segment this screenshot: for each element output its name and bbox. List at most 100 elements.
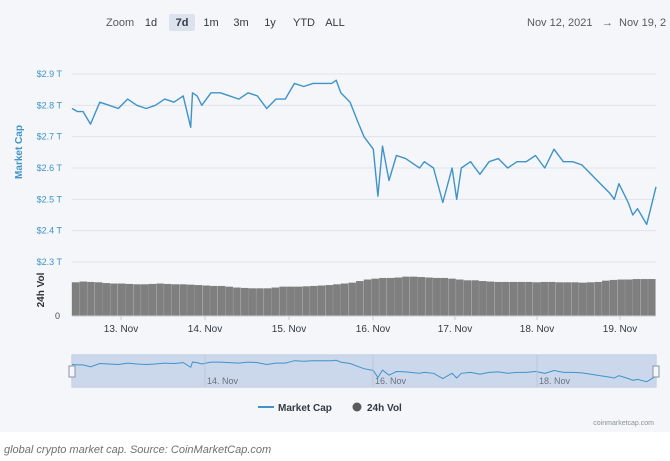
image-caption: global crypto market cap. Source: CoinMa…: [4, 444, 272, 456]
zoom-button-label: 7d: [176, 17, 189, 29]
zoom-button-1y[interactable]: 1y: [264, 17, 276, 29]
zoom-button-highlight: [169, 14, 195, 31]
volume-bar: [486, 281, 495, 317]
volume-bar: [225, 286, 233, 317]
volume-bar: [555, 282, 564, 317]
volume-bar: [271, 287, 280, 317]
volume-bar: [148, 283, 157, 317]
volume-bar: [425, 277, 433, 317]
volume-bar: [79, 281, 87, 317]
zoom-button-7d[interactable]: 7d: [169, 14, 195, 31]
x-tick-label: 18. Nov: [520, 324, 554, 335]
navigator-handle-right[interactable]: [652, 365, 660, 378]
legend-item-market-cap[interactable]: Market Cap: [278, 403, 332, 414]
volume-bar: [179, 284, 187, 317]
volume-bar: [502, 281, 510, 317]
volume-bar: [171, 284, 180, 317]
y-axis-title-market-cap: Market Cap: [14, 125, 25, 179]
volume-bar: [402, 276, 410, 317]
volume-bar: [302, 286, 310, 317]
zoom-button-3m[interactable]: 3m: [233, 17, 248, 29]
zoom-button-1d[interactable]: 1d: [145, 17, 157, 29]
y-tick-label: $2.7 T: [37, 132, 63, 142]
date-from[interactable]: Nov 12, 2021: [527, 17, 592, 29]
y-axis-title-volume: 24h Vol: [36, 272, 47, 307]
volume-bar: [325, 285, 333, 317]
volume-bar: [525, 281, 533, 317]
volume-bar: [356, 281, 364, 317]
volume-bar: [479, 281, 487, 317]
volume-bar: [333, 284, 341, 317]
volume-bar: [602, 280, 610, 317]
volume-bar: [571, 282, 579, 317]
volume-bar: [71, 282, 80, 317]
zoom-buttons: 1d 7d 1m 3m 1y YTD ALL: [145, 14, 345, 31]
market-cap-line: [71, 79, 657, 226]
volume-bar: [563, 282, 572, 317]
volume-bar: [440, 277, 449, 317]
zoom-button-label: 1d: [145, 17, 157, 29]
zoom-button-label: ALL: [325, 17, 345, 29]
x-tick-label: 19. Nov: [603, 324, 637, 335]
zoom-button-all[interactable]: ALL: [325, 17, 345, 29]
zoom-label: Zoom: [106, 17, 134, 29]
volume-bar: [217, 285, 226, 317]
volume-bar: [256, 288, 264, 317]
x-tick-label: 17. Nov: [438, 324, 472, 335]
volume-bar: [394, 277, 402, 317]
date-arrow-icon: →: [602, 17, 613, 29]
volume-bar: [386, 277, 395, 317]
volume-bar: [617, 279, 625, 317]
volume-bar: [532, 282, 541, 317]
navigator-handle-left[interactable]: [68, 365, 76, 378]
volume-bar: [640, 279, 648, 317]
volume-bar: [648, 279, 656, 317]
navigator-tick-label: 14. Nov: [207, 376, 239, 386]
y-tick-label: $2.6 T: [37, 163, 63, 173]
zoom-button-ytd[interactable]: YTD: [293, 17, 315, 29]
volume-bar: [210, 285, 218, 317]
navigator[interactable]: 14. Nov 16. Nov 18. Nov: [68, 354, 660, 388]
volume-bar: [586, 282, 595, 317]
volume-bar: [317, 285, 326, 317]
volume-bar: [279, 286, 287, 317]
volume-bar: [494, 281, 502, 317]
volume-bar: [471, 280, 479, 317]
x-axis-ticks: 13. Nov 14. Nov 15. Nov 16. Nov 17. Nov 18. N…: [104, 316, 637, 335]
x-tick-label: 15. Nov: [272, 324, 306, 335]
volume-bar: [156, 283, 164, 317]
volume-bar: [540, 281, 548, 317]
y-tick-label: $2.9 T: [37, 69, 63, 79]
volume-bar: [310, 285, 318, 317]
zoom-button-1m[interactable]: 1m: [203, 17, 218, 29]
navigator-tick-label: 18. Nov: [539, 376, 571, 386]
volume-bar: [625, 279, 633, 317]
market-cap-chart: Zoom 1d 7d 1m 3m 1y YTD ALL Nov 12, 2021 → Nov…: [14, 14, 666, 427]
credit[interactable]: coinmarketcap.com: [593, 420, 654, 427]
zoom-button-label: 3m: [233, 17, 248, 29]
volume-bar: [509, 281, 518, 317]
x-tick-label: 14. Nov: [188, 324, 222, 335]
volume-bar: [87, 281, 95, 317]
volume-bar: [287, 286, 295, 317]
volume-bar: [263, 288, 272, 317]
zoom-button-label: 1m: [203, 17, 218, 29]
volume-bars: [71, 276, 656, 317]
volume-bar: [117, 283, 126, 317]
volume-bar: [363, 279, 372, 317]
volume-tick-label: 0: [55, 311, 60, 321]
x-tick-label: 13. Nov: [104, 324, 138, 335]
legend-circle-icon: [352, 402, 362, 412]
date-to[interactable]: Nov 19, 2: [619, 17, 666, 29]
volume-bar: [164, 283, 172, 317]
volume-bar: [579, 282, 587, 317]
volume-bar: [248, 288, 256, 317]
volume-bar: [594, 281, 602, 317]
y-tick-label: $2.4 T: [37, 226, 63, 236]
legend-item-volume[interactable]: 24h Vol: [367, 403, 402, 414]
volume-bar: [417, 277, 426, 317]
navigator-ticks: 14. Nov 16. Nov 18. Nov: [204, 355, 571, 387]
zoom-button-label: 1y: [264, 17, 276, 29]
volume-bar: [141, 284, 149, 317]
volume-bar: [240, 287, 249, 317]
